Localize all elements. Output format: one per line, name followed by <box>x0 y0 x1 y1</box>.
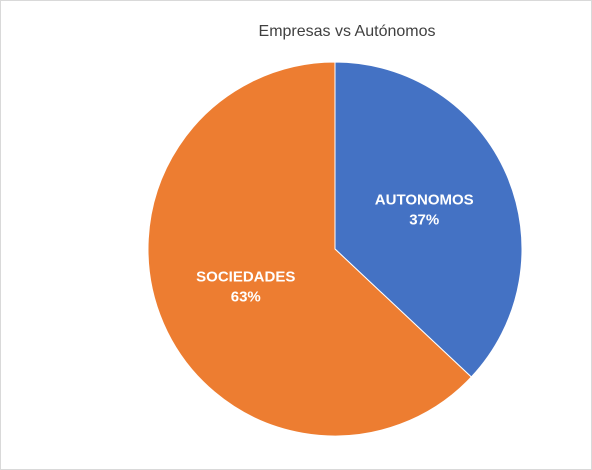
pie-slice <box>147 61 473 437</box>
pie-slice <box>334 61 523 378</box>
chart-title: Empresas vs Autónomos <box>259 23 436 40</box>
slice-label: AUTONOMOS <box>375 191 474 208</box>
slice-value-label: 63% <box>231 289 261 306</box>
slice-value-label: 37% <box>409 211 439 228</box>
slice-label: SOCIEDADES <box>196 269 295 286</box>
